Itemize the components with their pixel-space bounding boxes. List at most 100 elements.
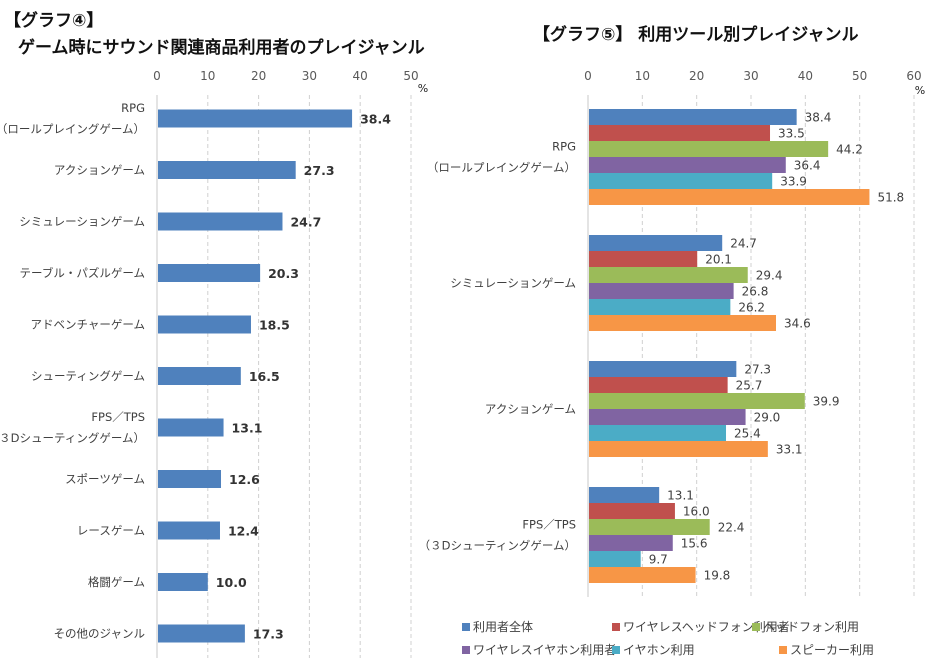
data-label: 10.0 [216, 575, 247, 590]
legend-swatch [612, 622, 620, 631]
bar-3 [589, 157, 786, 173]
category-label: 格闘ゲーム [88, 575, 145, 589]
data-label: 20.3 [268, 266, 299, 281]
bar-5 [589, 315, 776, 331]
x-axis-unit: % [418, 82, 428, 95]
bar [158, 367, 241, 385]
category-label: RPG （ロールプレイングゲーム） [0, 101, 145, 136]
x-tick-label: 20 [689, 69, 704, 83]
data-label: 29.4 [756, 269, 783, 283]
bar [158, 161, 296, 179]
data-label: 15.6 [681, 537, 708, 551]
category-label: アドベンチャーゲーム [30, 318, 145, 332]
category-label: アクションゲーム [485, 402, 576, 416]
data-label: 38.4 [805, 111, 832, 125]
chart4-title: ゲーム時にサウンド関連商品利用者のプレイジャンル [18, 38, 425, 58]
bar [158, 212, 283, 231]
legend-item: 利用者全体 [462, 618, 533, 635]
data-label: 12.4 [228, 524, 259, 539]
bar-0 [589, 109, 797, 125]
data-label: 51.8 [877, 191, 904, 205]
data-label: 13.1 [232, 421, 263, 436]
x-tick-label: 30 [302, 69, 317, 83]
legend-label: ヘッドフォン利用 [763, 620, 860, 634]
legend-item: ワイヤレスヘッドフォン利用者 [612, 618, 790, 635]
bar-0 [589, 487, 660, 503]
data-label: 33.1 [776, 443, 803, 457]
x-tick-label: 50 [403, 69, 418, 83]
x-tick-label: 30 [743, 69, 758, 83]
data-label: 39.9 [813, 395, 840, 409]
bar-5 [589, 189, 870, 205]
bar [158, 470, 222, 488]
data-label: 18.5 [259, 318, 290, 333]
bar-3 [589, 409, 746, 425]
data-label: 13.1 [667, 489, 694, 503]
data-label: 38.4 [360, 112, 391, 127]
bar [158, 573, 208, 591]
x-tick-label: 50 [852, 69, 867, 83]
data-label: 26.2 [738, 301, 765, 315]
legend-item: スピーカー利用 [779, 641, 874, 658]
category-label: シミュレーションゲーム [450, 276, 576, 290]
bar-4 [589, 173, 773, 189]
bar-1 [589, 377, 728, 393]
x-tick-label: 20 [251, 69, 266, 83]
bar [158, 315, 251, 334]
category-label: その他のジャンル [54, 627, 145, 641]
bar-2 [589, 393, 805, 409]
data-label: 33.5 [778, 127, 805, 141]
data-label: 44.2 [836, 143, 863, 157]
data-label: 22.4 [718, 521, 745, 535]
bar [158, 109, 353, 128]
data-label: 33.9 [780, 175, 807, 189]
data-label: 34.6 [784, 317, 811, 331]
data-label: 16.5 [249, 369, 280, 384]
legend-swatch [462, 645, 470, 654]
bar-1 [589, 125, 771, 141]
data-label: 20.1 [705, 253, 732, 267]
data-label: 24.7 [290, 215, 321, 230]
bar [158, 521, 220, 540]
category-label: シューティングゲーム [31, 369, 145, 383]
x-tick-label: 10 [635, 69, 650, 83]
bar-3 [589, 283, 734, 299]
category-label: FPS／TPS （３Dシューティングゲーム） [0, 410, 145, 445]
bar-2 [589, 267, 748, 283]
x-tick-label: 60 [906, 69, 921, 83]
legend-swatch [779, 645, 787, 654]
data-label: 36.4 [794, 159, 821, 173]
legend-item: イヤホン利用 [612, 641, 695, 658]
x-axis-unit: % [915, 84, 925, 97]
bar-2 [589, 141, 829, 157]
chart4-plot: 0 10 20 30 40 50% 38.4 RPG （ロールプレイングゲーム） 27.3 アクショ… [0, 69, 428, 658]
data-label: 25.7 [736, 379, 763, 393]
legend-swatch [752, 622, 760, 631]
chart5-title: 【グラフ⑤】 利用ツール別プレイジャンル [533, 25, 859, 45]
legend-label: イヤホン利用 [623, 643, 695, 657]
data-label: 16.0 [683, 505, 710, 519]
legend-label: スピーカー利用 [790, 643, 875, 657]
legend-swatch [462, 622, 470, 631]
legend-label: ワイヤレスヘッドフォン利用者 [623, 620, 790, 634]
data-label: 29.0 [754, 411, 781, 425]
x-tick-label: 10 [200, 69, 215, 83]
bar-3 [589, 535, 673, 551]
bar-4 [589, 425, 727, 441]
category-label: アクションゲーム [54, 163, 145, 177]
data-label: 26.8 [742, 285, 769, 299]
bar-4 [589, 299, 731, 315]
x-tick-label: 40 [798, 69, 813, 83]
bar [158, 418, 224, 437]
data-label: 9.7 [649, 553, 668, 567]
bar-4 [589, 551, 641, 567]
bar-0 [589, 235, 723, 251]
bar-5 [589, 441, 768, 457]
legend-item: ワイヤレスイヤホン利用者 [462, 641, 616, 658]
bar-5 [589, 567, 696, 583]
data-label: 12.6 [229, 472, 260, 487]
legend-swatch [612, 645, 620, 654]
legend-label: 利用者全体 [473, 620, 534, 634]
legend-item: ヘッドフォン利用 [752, 618, 859, 635]
chart4-title-label: 【グラフ④】 [4, 11, 104, 31]
